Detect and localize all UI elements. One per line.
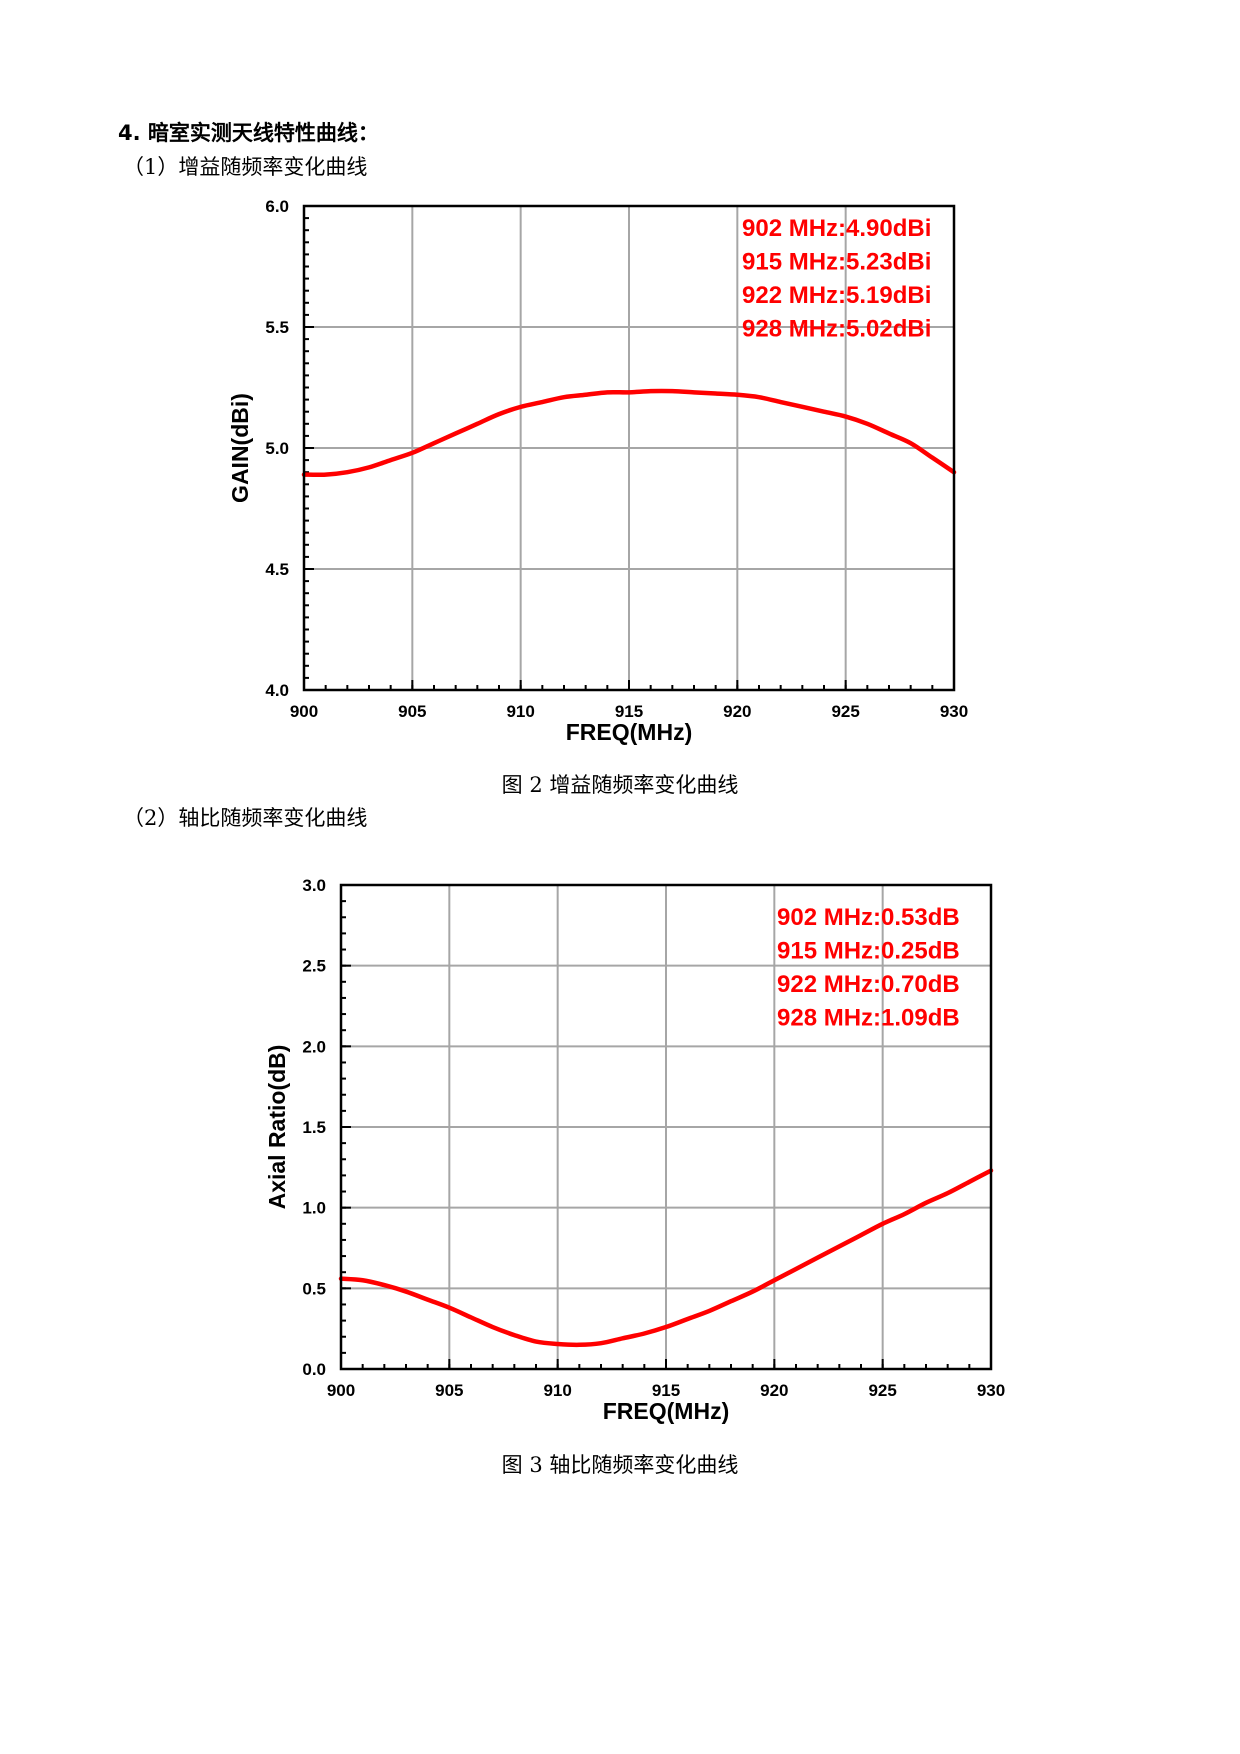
axial-ratio-annotation: 902 MHz:0.53dB bbox=[777, 904, 960, 931]
gain-y-tick-label: 5.5 bbox=[265, 318, 289, 337]
axial-ratio-y-axis-title: Axial Ratio(dB) bbox=[264, 1045, 290, 1210]
axial-ratio-plot-frame bbox=[339, 883, 993, 1371]
gain-plot-frame bbox=[302, 204, 956, 692]
gain-y-tick-label: 4.0 bbox=[265, 681, 289, 700]
section-heading: 4. 暗室实测天线特性曲线： bbox=[118, 121, 379, 145]
figure-caption-axial-ratio: 图 3 轴比随频率变化曲线 bbox=[501, 1453, 739, 1477]
gain-x-tick-label: 925 bbox=[831, 702, 859, 721]
axial-ratio-x-tick-label: 910 bbox=[543, 1381, 571, 1400]
gain-annotation: 922 MHz:5.19dBi bbox=[742, 282, 931, 309]
gain-y-tick-label: 6.0 bbox=[265, 197, 289, 216]
axial-ratio-series-line bbox=[338, 1168, 994, 1348]
gain-x-tick-label: 930 bbox=[940, 702, 968, 721]
axial-ratio-x-tick-label: 925 bbox=[868, 1381, 896, 1400]
sub-heading-axial-ratio: （2）轴比随频率变化曲线 bbox=[123, 806, 368, 830]
gain-annotation: 915 MHz:5.23dBi bbox=[742, 249, 931, 276]
axial-ratio-y-tick-label: 3.0 bbox=[302, 876, 326, 895]
axial-ratio-x-axis-title: FREQ(MHz) bbox=[603, 1398, 729, 1424]
axial-ratio-y-tick-label: 1.5 bbox=[302, 1118, 326, 1137]
figure-caption-gain: 图 2 增益随频率变化曲线 bbox=[501, 773, 739, 797]
gain-x-axis-title: FREQ(MHz) bbox=[566, 719, 692, 745]
axial-ratio-y-tick-label: 1.0 bbox=[302, 1199, 326, 1218]
axial-ratio-chart: 900 905 910 915 920 925 930 0.0 0.5 1.0 1.5 2.0 2.5 3… bbox=[264, 876, 1005, 1424]
gain-series-line bbox=[301, 388, 957, 478]
gain-y-tick-label: 5.0 bbox=[265, 439, 289, 458]
axial-ratio-y-tick-label: 0.5 bbox=[302, 1279, 326, 1298]
sub-heading-gain: （1）增益随频率变化曲线 bbox=[123, 155, 368, 179]
axial-ratio-annotation: 928 MHz:1.09dB bbox=[777, 1005, 960, 1032]
axial-ratio-y-tick-label: 2.0 bbox=[302, 1037, 326, 1056]
axial-ratio-y-tick-label: 0.0 bbox=[302, 1360, 326, 1379]
gain-y-axis-title: GAIN(dBi) bbox=[227, 393, 253, 503]
gain-x-tick-label: 905 bbox=[398, 702, 426, 721]
gain-y-tick-label: 4.5 bbox=[265, 560, 289, 579]
axial-ratio-x-tick-label: 920 bbox=[760, 1381, 788, 1400]
gain-x-tick-label: 910 bbox=[506, 702, 534, 721]
axial-ratio-x-tick-label: 905 bbox=[435, 1381, 463, 1400]
gain-annotation: 928 MHz:5.02dBi bbox=[742, 316, 931, 343]
axial-ratio-x-tick-label: 930 bbox=[977, 1381, 1005, 1400]
axial-ratio-y-tick-label: 2.5 bbox=[302, 957, 326, 976]
gain-x-tick-label: 900 bbox=[290, 702, 318, 721]
gain-annotation: 902 MHz:4.90dBi bbox=[742, 215, 931, 242]
axial-ratio-annotation: 922 MHz:0.70dB bbox=[777, 971, 960, 998]
axial-ratio-x-tick-label: 915 bbox=[652, 1381, 680, 1400]
gain-x-tick-label: 915 bbox=[615, 702, 643, 721]
gain-chart: 900 905 910 915 920 925 930 4.0 4.5 5.0 5.5 6.0 FREQ… bbox=[227, 197, 968, 745]
gain-x-tick-label: 920 bbox=[723, 702, 751, 721]
axial-ratio-annotation: 915 MHz:0.25dB bbox=[777, 938, 960, 965]
axial-ratio-x-tick-label: 900 bbox=[327, 1381, 355, 1400]
